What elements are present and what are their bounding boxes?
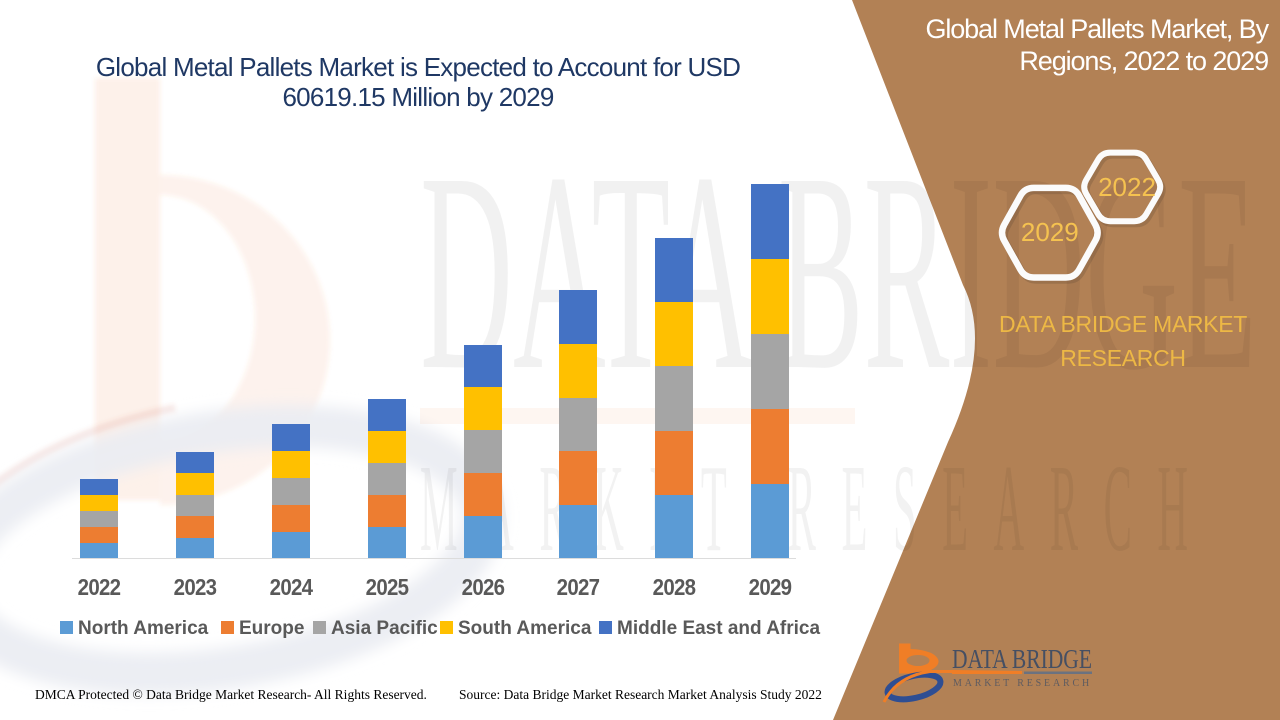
svg-text:MARKET RESEARCH: MARKET RESEARCH: [953, 678, 1092, 689]
svg-text:2022: 2022: [1098, 172, 1156, 202]
svg-text:DATA BRIDGE: DATA BRIDGE: [420, 115, 1257, 429]
svg-text:MARKET RESEARCH: MARKET RESEARCH: [420, 440, 1214, 578]
svg-text:2029: 2029: [1021, 217, 1079, 247]
svg-text:DATA BRIDGE: DATA BRIDGE: [952, 644, 1092, 674]
